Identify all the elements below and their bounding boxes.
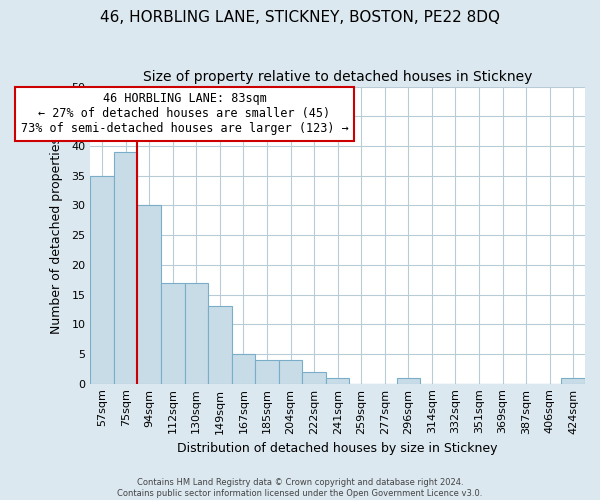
- Bar: [137, 206, 161, 384]
- Bar: [302, 372, 326, 384]
- Bar: [279, 360, 302, 384]
- X-axis label: Distribution of detached houses by size in Stickney: Distribution of detached houses by size …: [178, 442, 498, 455]
- Bar: [208, 306, 232, 384]
- Bar: [232, 354, 255, 384]
- Bar: [397, 378, 420, 384]
- Text: Contains HM Land Registry data © Crown copyright and database right 2024.
Contai: Contains HM Land Registry data © Crown c…: [118, 478, 482, 498]
- Title: Size of property relative to detached houses in Stickney: Size of property relative to detached ho…: [143, 70, 532, 84]
- Bar: [185, 282, 208, 384]
- Bar: [91, 176, 114, 384]
- Text: 46, HORBLING LANE, STICKNEY, BOSTON, PE22 8DQ: 46, HORBLING LANE, STICKNEY, BOSTON, PE2…: [100, 10, 500, 25]
- Bar: [562, 378, 585, 384]
- Bar: [326, 378, 349, 384]
- Bar: [255, 360, 279, 384]
- Text: 46 HORBLING LANE: 83sqm
← 27% of detached houses are smaller (45)
73% of semi-de: 46 HORBLING LANE: 83sqm ← 27% of detache…: [20, 92, 349, 136]
- Y-axis label: Number of detached properties: Number of detached properties: [50, 136, 63, 334]
- Bar: [161, 282, 185, 384]
- Bar: [114, 152, 137, 384]
